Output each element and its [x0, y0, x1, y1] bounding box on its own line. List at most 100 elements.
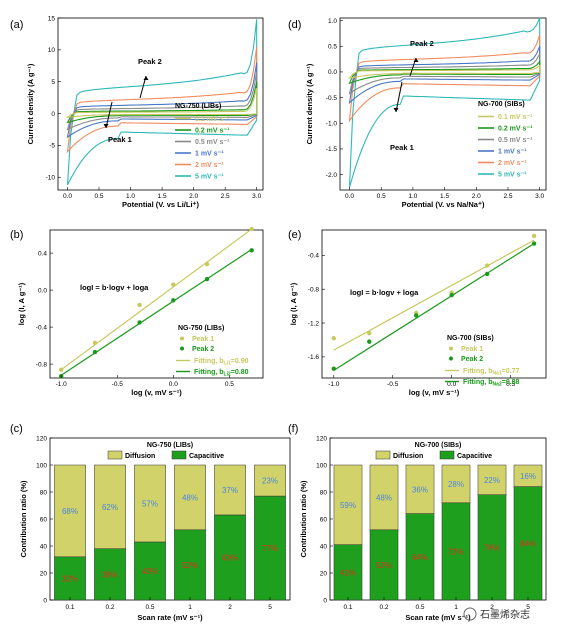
- x-tick-label: 2.5: [221, 193, 230, 200]
- y-tick-label: 1.0: [328, 18, 337, 25]
- y-tick-label: -0.5: [326, 95, 338, 102]
- plot-frame: [339, 17, 547, 191]
- data-point: [331, 366, 336, 371]
- y-tick-label: 20: [320, 570, 328, 577]
- x-axis-label: log (v, mV s⁻¹): [131, 388, 182, 397]
- y-tick-label: 80: [320, 489, 328, 496]
- capacitive-pct-label: 72%: [448, 547, 464, 556]
- plot-frame: [49, 229, 264, 379]
- legend-label: 0.5 mV s⁻¹: [195, 139, 230, 146]
- diffusion-pct-label: 68%: [62, 507, 78, 516]
- panel-label: (d): [288, 19, 301, 31]
- y-tick-label: 120: [36, 435, 47, 442]
- capacitive-pct-label: 52%: [376, 561, 392, 570]
- panel-label: (e): [288, 229, 301, 241]
- data-point: [92, 349, 98, 355]
- panel-label: (f): [288, 423, 298, 435]
- y-tick-label: 20: [40, 570, 48, 577]
- bar-chart-title: NG-750 (LIBs): [147, 442, 193, 449]
- fit-label-text: Fitting, b: [194, 358, 224, 365]
- x-axis-label: log (v, mV s⁻¹): [409, 388, 460, 397]
- y-tick-label: 0.0: [38, 287, 47, 294]
- diffusion-bar: [94, 464, 126, 549]
- fit-label-sub: Na2: [493, 382, 502, 388]
- x-tick-label: 0.0: [345, 193, 354, 200]
- y-tick-label: 60: [320, 516, 328, 523]
- panel-label: (a): [10, 19, 23, 31]
- plot-frame: [321, 229, 547, 379]
- cv-curve-5: [66, 19, 258, 186]
- capacitive-bar: [333, 544, 363, 601]
- x-tick-label: 0.0: [63, 193, 72, 200]
- x-tick-label: 1.5: [440, 193, 449, 200]
- diffusion-bar: [214, 464, 246, 516]
- x-tick-label: 0.2: [105, 604, 114, 611]
- capacitive-bar: [214, 514, 246, 601]
- capacitive-bar: [174, 529, 206, 601]
- y-tick-label: 80: [40, 489, 48, 496]
- legend-label: Peak 1: [192, 336, 214, 343]
- bar-panel-cc: 68% 32% 0.1 62% 38% 0.2 57% 43% 0.5 48% 52% 1 37% 63%…: [19, 435, 291, 622]
- bar-chart-title: NG-700 (SIBs): [415, 442, 462, 449]
- y-tick-label: 0.4: [38, 250, 47, 257]
- capacitive-bar: [94, 548, 126, 601]
- data-point: [484, 263, 490, 268]
- x-tick-label: 2.0: [472, 193, 481, 200]
- y-tick-label: -0.8: [36, 361, 48, 368]
- x-tick-label: -0.5: [112, 381, 124, 388]
- y-axis-label: log (I, A g⁻¹): [17, 282, 26, 325]
- data-point: [449, 292, 454, 298]
- capacitive-bar: [369, 529, 399, 601]
- diffusion-bar: [333, 464, 363, 545]
- y-axis-label: Contribution ratio (%): [19, 480, 28, 558]
- x-tick-label: 0.5: [506, 381, 515, 388]
- legend-label-capacitive: Capacitive: [457, 453, 492, 460]
- legend-swatch-capacitive: [439, 450, 455, 460]
- fit-label-text: Fitting, b: [194, 369, 224, 376]
- capacitive-pct-label: 38%: [102, 570, 118, 579]
- diffusion-pct-label: 23%: [262, 477, 278, 486]
- y-axis-label: Current density (A g⁻¹): [26, 63, 35, 144]
- panel-label: (b): [10, 229, 23, 241]
- peak-arrow: [395, 81, 403, 113]
- y-tick-label: -1.6: [308, 354, 320, 361]
- capacitive-bar: [54, 556, 86, 601]
- panel-label: (c): [10, 423, 23, 435]
- legend-title: NG-700 (SIBs): [447, 335, 494, 342]
- legend-label: Peak 2: [461, 356, 483, 363]
- y-tick-label: 100: [36, 462, 47, 469]
- fit-label-eq: =0.80: [231, 369, 249, 376]
- data-point: [249, 248, 254, 253]
- legend-marker: [449, 356, 453, 361]
- y-tick-label: 0: [323, 597, 327, 604]
- x-tick-label: 0.1: [343, 604, 352, 611]
- cv-curve-3: [66, 62, 258, 139]
- x-tick-label: 5: [526, 604, 530, 611]
- y-tick-label: -1.5: [326, 146, 338, 153]
- cv-curve-5: [348, 17, 541, 188]
- capacitive-bar: [513, 486, 543, 601]
- legend-label: 2 mV s⁻¹: [498, 160, 527, 167]
- cv-panel-a: 0.0 0.5 1.0 1.5 2.0 2.5 3.0 -10 -5 0 5 10 15 Potentia…: [26, 15, 264, 209]
- cv-curve-0: [65, 87, 258, 119]
- arrow-head: [393, 108, 399, 112]
- x-tick-label: 0.5: [377, 193, 386, 200]
- cv-curve-1: [66, 81, 258, 124]
- fit-label-eq: =0.77: [502, 368, 520, 375]
- y-tick-label: 60: [40, 516, 48, 523]
- y-tick-label: -5: [49, 143, 55, 150]
- legend-swatch-diffusion: [375, 450, 391, 460]
- loglog-panel-e: -1.0 -0.5 0.0 0.5 -1.6 -1.2 -0.8 -0.4 log (v, mV…: [289, 229, 547, 397]
- x-tick-label: 0.0: [447, 381, 456, 388]
- formula-text: logI = b·logv + loga: [80, 283, 149, 292]
- arrow-head: [143, 76, 149, 80]
- x-tick-label: 1: [188, 604, 192, 611]
- peak-label: Peak 2: [410, 39, 434, 48]
- y-tick-label: 120: [316, 435, 327, 442]
- y-tick-label: -1.2: [308, 320, 320, 327]
- data-point: [59, 367, 64, 372]
- y-tick-label: 40: [320, 543, 328, 550]
- fit-line-0: [333, 239, 535, 351]
